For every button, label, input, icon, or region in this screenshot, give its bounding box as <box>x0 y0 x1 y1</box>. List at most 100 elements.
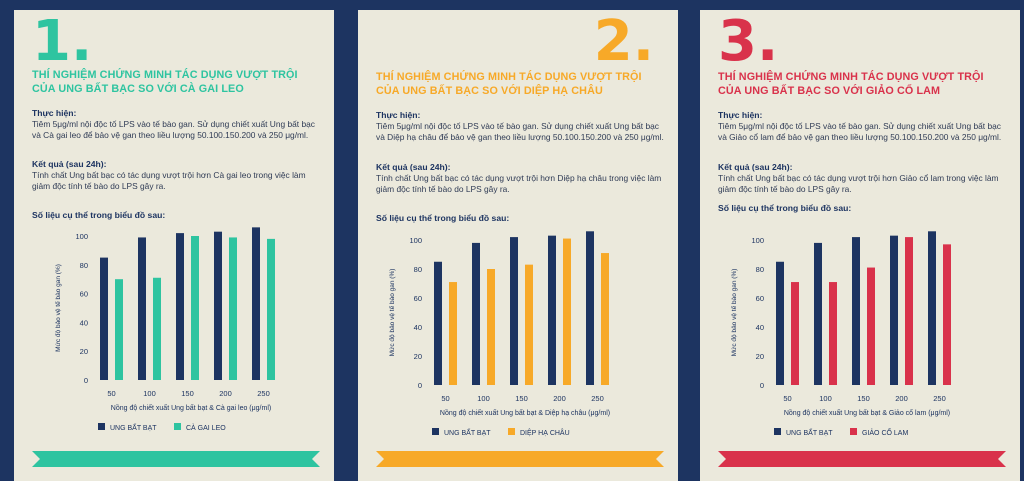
method-text: Tiêm 5μg/ml nội độc tố LPS vào tế bào ga… <box>718 121 1002 142</box>
x-tick-label: 50 <box>783 394 791 403</box>
legend-swatch <box>850 428 857 435</box>
bar-compare <box>525 264 533 385</box>
result-label: Kết quả (sau 24h): <box>376 162 451 172</box>
bar-compare <box>943 244 951 385</box>
bar-compare <box>905 237 913 385</box>
result-label: Kết quả (sau 24h): <box>718 162 793 172</box>
x-tick-label: 200 <box>553 394 566 403</box>
bar-main <box>586 231 594 385</box>
y-tick-label: 40 <box>756 323 764 332</box>
x-axis-label: Nồng độ chiết xuất Ung bất bạt & Giảo cổ… <box>784 408 950 417</box>
legend-swatch <box>98 423 105 430</box>
legend-label: DIỆP HẠ CHÂU <box>520 428 570 437</box>
legend-swatch <box>774 428 781 435</box>
x-axis-label: Nồng độ chiết xuất Ung bất bạt & Cà gai … <box>111 403 271 412</box>
x-tick-label: 250 <box>933 394 946 403</box>
panel-number: 1. <box>32 10 93 74</box>
panel-number: 3. <box>718 10 779 74</box>
y-tick-label: 100 <box>751 236 764 245</box>
y-axis-label: Mức độ bảo vệ tế bào gan (%) <box>729 269 738 357</box>
y-tick-label: 80 <box>756 265 764 274</box>
bar-compare <box>229 237 237 380</box>
x-tick-label: 100 <box>477 394 490 403</box>
bar-main <box>214 231 222 380</box>
bar-main <box>510 237 518 385</box>
y-tick-label: 20 <box>756 352 764 361</box>
decorative-ribbon <box>718 451 1006 467</box>
legend-label: UNG BẤT BẠT <box>110 422 157 432</box>
bar-compare <box>791 282 799 385</box>
x-tick-label: 150 <box>515 394 528 403</box>
bar-compare <box>867 267 875 385</box>
y-tick-label: 100 <box>75 232 88 241</box>
result-text: Tính chất Ung bất bạc có tác dụng vượt t… <box>32 170 306 191</box>
x-tick-label: 250 <box>591 394 604 403</box>
x-tick-label: 150 <box>857 394 870 403</box>
y-tick-label: 60 <box>414 294 422 303</box>
legend-label: CÀ GAI LEO <box>186 423 226 432</box>
x-tick-label: 50 <box>107 389 115 398</box>
legend-label: UNG BẤT BẠT <box>444 427 491 437</box>
bar-main <box>776 261 784 385</box>
y-axis-label: Mức độ bảo vệ tế bào gan (%) <box>53 264 62 352</box>
panel-1: 1. THÍ NGHIỆM CHỨNG MINH TÁC DỤNG VƯỢT T… <box>14 10 334 481</box>
decorative-ribbon <box>32 451 320 467</box>
panel-title: THÍ NGHIỆM CHỨNG MINH TÁC DỤNG VƯỢT TRỘI… <box>32 69 298 95</box>
y-tick-label: 20 <box>80 347 88 356</box>
bar-main <box>928 231 936 385</box>
method-text: Tiêm 5μg/ml nội độc tố LPS vào tế bào ga… <box>32 119 315 140</box>
panel-title: THÍ NGHIỆM CHỨNG MINH TÁC DỤNG VƯỢT TRỘI… <box>376 71 642 97</box>
x-tick-label: 150 <box>181 389 194 398</box>
data-label: Số liệu cụ thể trong biểu đồ sau: <box>32 210 166 220</box>
y-tick-label: 0 <box>84 376 88 385</box>
bar-chart: Mức độ bảo vệ tế bào gan (%) 0 20 40 60 80 100… <box>387 231 610 437</box>
x-tick-label: 100 <box>143 389 156 398</box>
bar-main <box>252 227 260 380</box>
legend-swatch <box>174 423 181 430</box>
result-label: Kết quả (sau 24h): <box>32 159 107 169</box>
bar-chart: Mức độ bảo vệ tế bào gan (%) 0 20 40 60 80 100… <box>729 231 951 437</box>
x-tick-label: 200 <box>895 394 908 403</box>
decorative-ribbon <box>376 451 664 467</box>
data-label: Số liệu cụ thể trong biểu đồ sau: <box>718 203 852 213</box>
x-tick-label: 250 <box>257 389 270 398</box>
bar-main <box>138 237 146 380</box>
bar-chart: Mức độ bảo vệ tế bào gan (%) 0 20 40 60 80 100… <box>53 227 275 432</box>
x-tick-label: 50 <box>441 394 449 403</box>
y-tick-label: 40 <box>80 318 88 327</box>
panel-number: 2. <box>593 10 654 74</box>
x-tick-label: 200 <box>219 389 232 398</box>
panel-3: 3. THÍ NGHIỆM CHỨNG MINH TÁC DỤNG VƯỢT T… <box>700 10 1020 481</box>
bar-main <box>548 235 556 385</box>
bar-main <box>472 242 480 385</box>
bar-main <box>814 242 822 385</box>
legend-label: UNG BẤT BẠT <box>786 427 833 437</box>
bar-compare <box>267 238 275 380</box>
x-axis-label: Nồng độ chiết xuất Ung bất bạt & Diệp hạ… <box>440 408 610 417</box>
x-tick-label: 100 <box>819 394 832 403</box>
y-tick-label: 80 <box>80 261 88 270</box>
bar-compare <box>601 253 609 385</box>
bar-compare <box>153 277 161 380</box>
bar-main <box>852 237 860 385</box>
y-axis-label: Mức độ bảo vệ tế bào gan (%) <box>387 269 396 357</box>
bar-compare <box>449 282 457 385</box>
bar-main <box>176 233 184 380</box>
y-tick-label: 0 <box>760 381 764 390</box>
y-tick-label: 0 <box>418 381 422 390</box>
bar-main <box>434 261 442 385</box>
y-tick-label: 20 <box>414 352 422 361</box>
result-text: Tính chất Ung bất bạc có tác dụng vượt t… <box>376 173 662 194</box>
method-text: Tiêm 5μg/ml nội độc tố LPS vào tế bào ga… <box>376 121 664 142</box>
panel-2: 2. THÍ NGHIỆM CHỨNG MINH TÁC DỤNG VƯỢT T… <box>358 10 678 481</box>
legend-label: GIẢO CỔ LAM <box>862 428 908 437</box>
method-label: Thực hiện: <box>376 110 421 120</box>
bar-compare <box>191 236 199 380</box>
bar-main <box>100 257 108 380</box>
y-tick-label: 60 <box>756 294 764 303</box>
y-tick-label: 100 <box>409 236 422 245</box>
legend-swatch <box>432 428 439 435</box>
y-tick-label: 80 <box>414 265 422 274</box>
bar-compare <box>563 238 571 385</box>
bar-main <box>890 235 898 385</box>
